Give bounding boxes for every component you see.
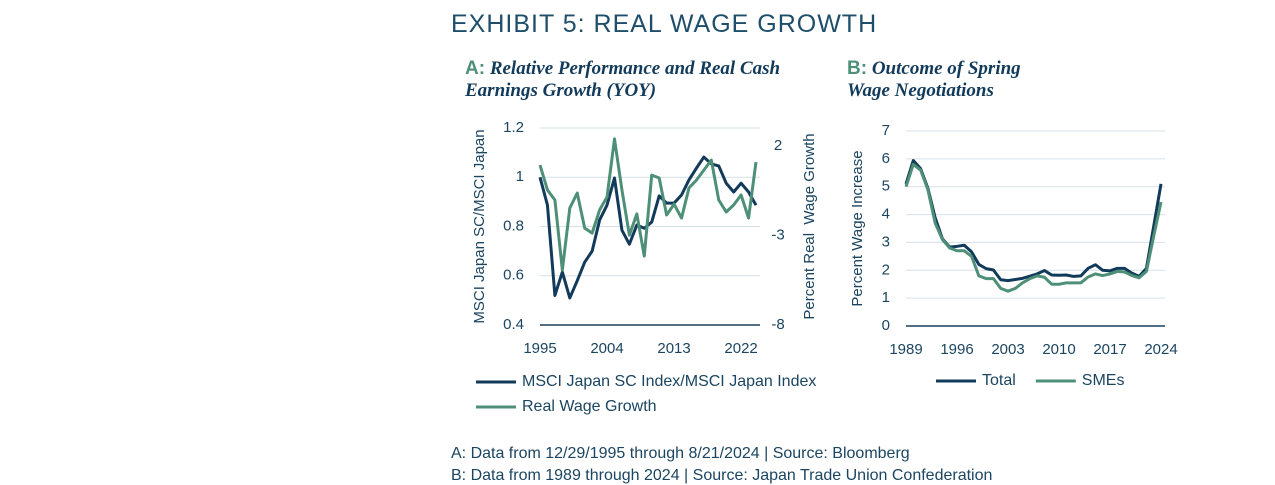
y-axis-label: MSCI Japan SC/MSCI Japan: [471, 129, 488, 323]
y2-tick-label: -3: [771, 226, 784, 243]
y-tick-label: 7: [882, 122, 890, 139]
exhibit-title: EXHIBIT 5: REAL WAGE GROWTH: [451, 10, 878, 38]
x-tick-label: 2022: [724, 340, 757, 357]
data-line: [904, 162, 1163, 293]
panel-label: B:: [847, 58, 868, 79]
panel-title: B: Outcome of Spring Wage Negotiations: [847, 58, 1057, 102]
x-tick-label: 1995: [523, 340, 556, 357]
y-tick-label: 2: [882, 261, 890, 278]
panel-label: A:: [465, 58, 486, 79]
y2-tick-label: 2: [774, 137, 782, 154]
y-tick-label: 3: [882, 233, 890, 250]
y-tick-label: 0.8: [503, 217, 524, 234]
legend-label: Total: [982, 372, 1016, 389]
panel-title-text: Relative Performance and Real Cash Earni…: [465, 58, 781, 101]
footnote: A: Data from 12/29/1995 through 8/21/202…: [451, 445, 910, 462]
x-tick-label: 2003: [991, 341, 1024, 358]
y-tick-label: 0: [882, 317, 890, 334]
y-tick-label: 1.2: [503, 119, 524, 136]
y-tick-label: 5: [882, 178, 890, 195]
x-tick-label: 1996: [940, 341, 973, 358]
x-tick-label: 2024: [1144, 341, 1177, 358]
x-tick-label: 2017: [1093, 341, 1126, 358]
legend-label: Real Wage Growth: [522, 398, 657, 415]
y-tick-label: 1: [516, 168, 524, 185]
y-tick-label: 4: [882, 206, 890, 223]
y-tick-label: 0.4: [503, 316, 524, 333]
x-tick-label: 2013: [657, 340, 690, 357]
y-tick-label: 1: [882, 289, 890, 306]
y-tick-label: 0.6: [503, 267, 524, 284]
x-tick-label: 1989: [889, 341, 922, 358]
legend-label: MSCI Japan SC Index/MSCI Japan Index: [522, 373, 816, 390]
y-axis-label: Percent Wage Increase: [849, 150, 866, 306]
x-tick-label: 2004: [590, 340, 623, 357]
panel-title-text: Outcome of Spring Wage Negotiations: [847, 58, 1021, 101]
y-tick-label: 6: [882, 150, 890, 167]
y2-tick-label: -8: [771, 316, 784, 333]
x-tick-label: 2010: [1042, 341, 1075, 358]
legend-label: SMEs: [1082, 372, 1125, 389]
panel-title: A: Relative Performance and Real Cash Ea…: [465, 58, 805, 102]
y2-axis-label: Percent Real Wage Growth: [801, 133, 818, 319]
data-line: [538, 137, 758, 272]
data-line: [904, 159, 1163, 283]
